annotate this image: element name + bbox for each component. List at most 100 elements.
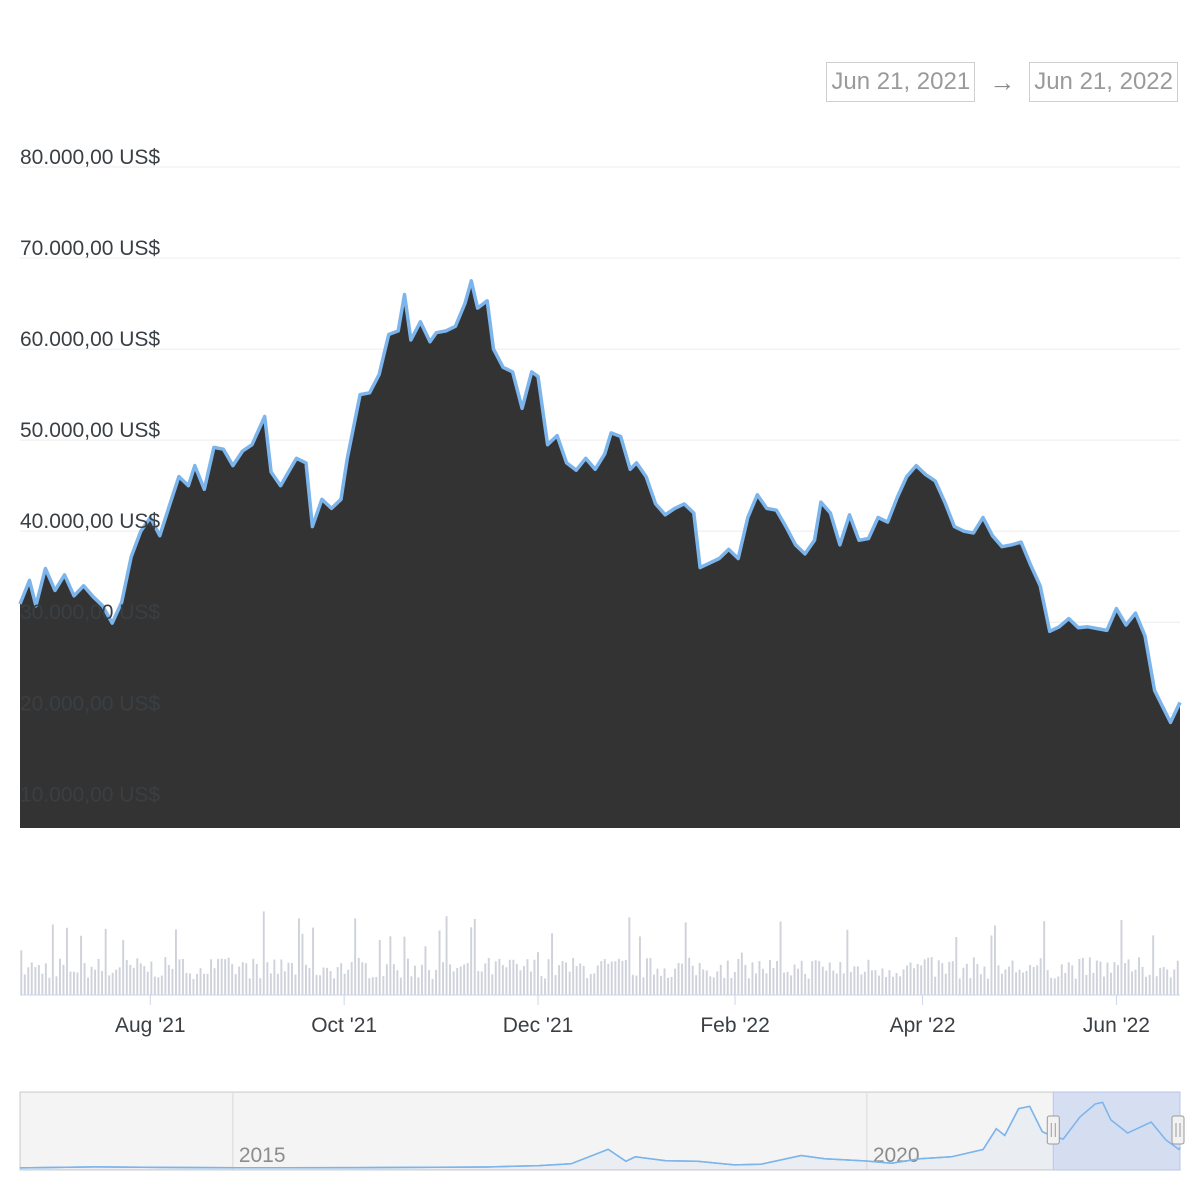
volume-bar bbox=[1106, 962, 1109, 995]
volume-bar bbox=[487, 958, 490, 995]
volume-bar bbox=[994, 925, 996, 995]
volume-bar bbox=[104, 928, 107, 995]
volume-bar bbox=[234, 974, 237, 995]
volume-bar bbox=[252, 958, 255, 995]
volume-bar bbox=[192, 979, 195, 995]
volume-bar bbox=[814, 960, 817, 995]
y-tick-label: 50.000,00 US$ bbox=[20, 419, 160, 442]
volume-bar bbox=[972, 957, 975, 995]
volume-bar bbox=[407, 958, 409, 995]
volume-bar bbox=[445, 916, 448, 995]
volume-bar bbox=[125, 960, 128, 995]
volume-bar bbox=[551, 933, 554, 995]
volume-bar bbox=[800, 960, 803, 995]
navigator-frame bbox=[19, 1091, 1181, 1171]
volume-bar bbox=[287, 962, 290, 995]
volume-bar bbox=[505, 967, 508, 995]
volume-bar bbox=[653, 974, 655, 995]
volume-bar bbox=[501, 965, 504, 995]
volume-bar bbox=[656, 968, 659, 995]
volume-bar bbox=[48, 977, 51, 995]
volume-bar bbox=[132, 967, 135, 995]
volume-bar bbox=[558, 965, 561, 995]
volume-bar bbox=[1117, 965, 1119, 995]
volume-bar bbox=[269, 973, 272, 995]
volume-bar bbox=[997, 965, 1000, 995]
volume-bar bbox=[979, 974, 982, 995]
navigator[interactable]: 20152020 bbox=[19, 1091, 1185, 1171]
volume-bar bbox=[902, 969, 905, 995]
volume-bar bbox=[44, 963, 47, 995]
handle-body[interactable] bbox=[1046, 1115, 1060, 1145]
volume-bar bbox=[1025, 970, 1028, 995]
volume-bar bbox=[906, 965, 909, 995]
volume-bar bbox=[593, 973, 596, 995]
volume-bar bbox=[238, 966, 241, 995]
navigator-right-handle[interactable] bbox=[1171, 1115, 1185, 1145]
volume-bar bbox=[871, 970, 873, 995]
y-tick-label: 40.000,00 US$ bbox=[20, 510, 160, 533]
volume-bar bbox=[305, 964, 307, 995]
volume-bar bbox=[948, 961, 951, 995]
volume-bar bbox=[350, 962, 353, 995]
navigator-outside-mask bbox=[20, 1092, 1054, 1170]
range-start-input[interactable]: Jun 21, 2021 bbox=[826, 62, 976, 102]
price-series-line bbox=[18, 279, 1182, 725]
volume-bar bbox=[143, 966, 146, 995]
volume-bar bbox=[97, 959, 100, 995]
volume-bar bbox=[688, 957, 691, 995]
volume-bar bbox=[336, 967, 339, 995]
volume-bar bbox=[150, 961, 153, 995]
volume-bar bbox=[1078, 959, 1081, 995]
volume-bar bbox=[617, 958, 620, 995]
handle-body[interactable] bbox=[1171, 1115, 1185, 1145]
volume-bar bbox=[867, 959, 870, 995]
y-tick-label: 30.000,00 US$ bbox=[20, 601, 160, 624]
volume-bar bbox=[987, 978, 989, 995]
volume-bar bbox=[769, 959, 771, 995]
volume-bar bbox=[1141, 966, 1144, 995]
volume-bar bbox=[139, 963, 142, 995]
volume-bar bbox=[892, 976, 895, 995]
volume-bar bbox=[1015, 972, 1018, 995]
volume-bar bbox=[941, 963, 944, 995]
volume-bar bbox=[473, 919, 476, 995]
y-axis-labels: 80.000,00 US$ 70.000,00 US$ 60.000,00 US$ 5… bbox=[20, 146, 160, 806]
volume-bar bbox=[881, 968, 884, 995]
volume-bar bbox=[217, 958, 220, 995]
volume-bar bbox=[944, 973, 947, 995]
volume-bar bbox=[498, 958, 501, 995]
volume-bar bbox=[575, 966, 578, 995]
volume-bar bbox=[273, 959, 276, 995]
volume-bar bbox=[343, 973, 346, 995]
x-axis: Aug '21 Oct '21 Dec '21 Feb '22 Apr '22 Jun '… bbox=[115, 995, 1150, 1037]
volume-bar bbox=[835, 973, 838, 995]
volume-bar bbox=[73, 971, 75, 995]
volume-bar bbox=[354, 918, 357, 995]
volume-bar bbox=[698, 963, 701, 995]
volume-bar bbox=[719, 964, 722, 995]
volume-bar bbox=[392, 964, 395, 995]
volume-bar bbox=[491, 974, 494, 995]
volume-bar bbox=[1148, 974, 1151, 995]
volume-bar bbox=[37, 965, 40, 995]
volume-bar bbox=[937, 960, 940, 995]
volume-bar bbox=[621, 960, 624, 995]
volume-bar bbox=[1088, 957, 1091, 995]
volume-bar bbox=[1113, 962, 1116, 995]
volume-bar bbox=[266, 962, 269, 995]
volume-bar bbox=[846, 929, 849, 995]
volume-bar bbox=[758, 961, 761, 995]
volume-bar bbox=[1011, 960, 1014, 995]
volume-bar bbox=[55, 976, 58, 995]
range-end-input[interactable]: Jun 21, 2022 bbox=[1029, 62, 1178, 102]
volume-bar bbox=[1162, 967, 1165, 995]
volume-bar bbox=[832, 970, 835, 995]
navigator-left-handle[interactable] bbox=[1046, 1115, 1060, 1145]
volume-bar bbox=[899, 976, 902, 995]
volume-bar bbox=[80, 935, 83, 995]
volume-bar bbox=[779, 921, 782, 995]
volume-bar bbox=[276, 973, 279, 995]
navigator-selected-range[interactable] bbox=[1052, 1091, 1181, 1171]
volume-bar bbox=[807, 978, 810, 995]
